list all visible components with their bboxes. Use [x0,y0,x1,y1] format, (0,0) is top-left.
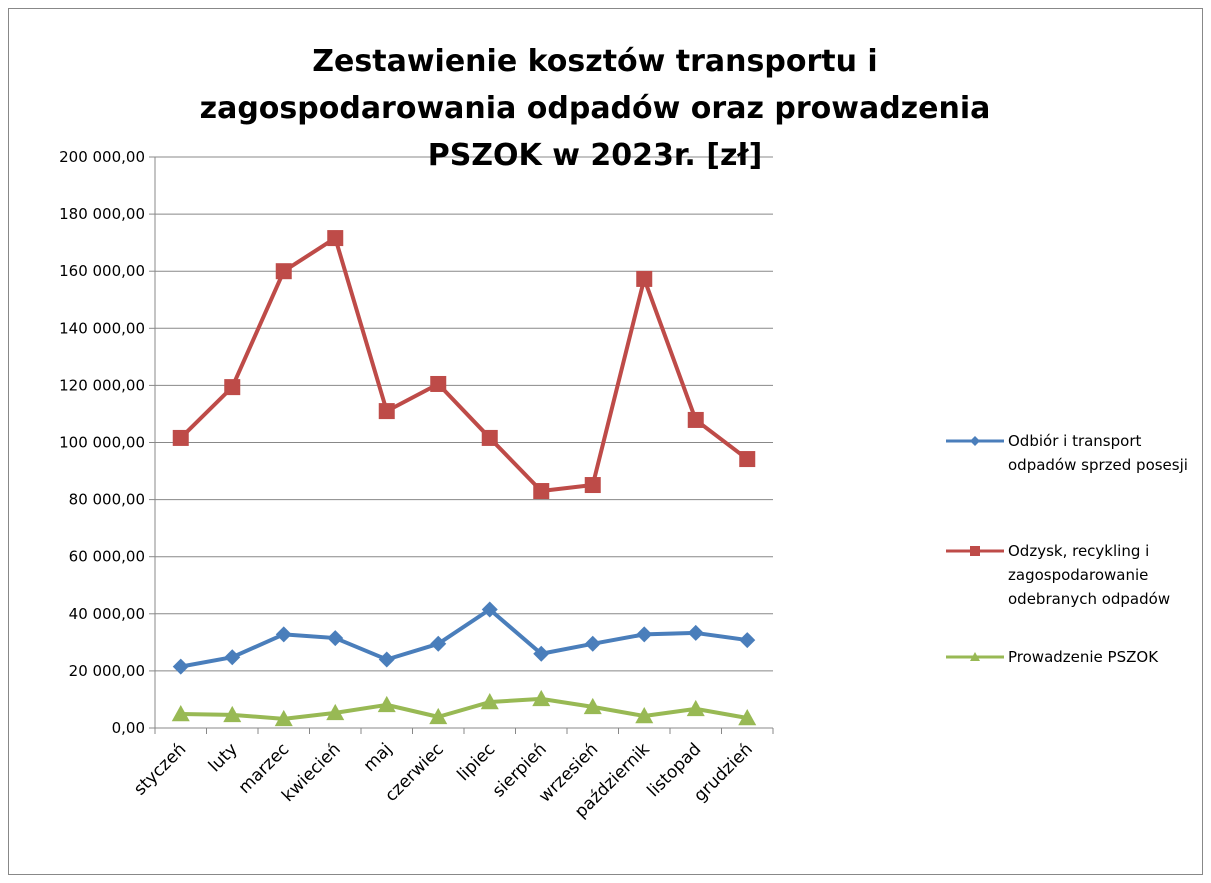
chart-title: Zestawienie kosztów transportu i zagospo… [199,44,991,173]
marker [430,635,447,652]
y-tick-label: 80 000,00 [69,491,145,509]
y-tick-label: 120 000,00 [59,376,145,394]
legend-label: Odzysk, recykling i zagospodarowanie ode… [1008,542,1171,608]
marker [686,699,705,717]
marker [377,695,396,713]
y-tick-label: 180 000,00 [59,205,145,223]
marker [739,632,756,649]
marker [172,658,189,675]
marker [738,709,757,726]
marker [481,601,498,618]
marker [430,375,447,392]
marker [274,709,293,727]
marker [636,270,653,287]
y-tick-label: 160 000,00 [59,262,145,280]
legend-label: Odbiór i transport odpadów sprzed posesj… [1008,432,1188,474]
marker [172,429,189,446]
marker [327,230,344,247]
marker [480,693,499,710]
y-tick-label: 0,00 [112,719,145,737]
marker [378,403,395,420]
marker [970,652,980,661]
marker [584,635,601,652]
marker [378,651,395,668]
y-tick-label: 100 000,00 [59,434,145,452]
marker [171,705,190,722]
marker [970,436,980,446]
marker [533,483,550,500]
y-tick-label: 140 000,00 [59,319,145,337]
marker [327,630,344,647]
marker [533,645,550,662]
y-tick-label: 40 000,00 [69,605,145,623]
y-tick-label: 200 000,00 [59,148,145,166]
marker [687,624,704,641]
marker [275,626,292,643]
marker [636,626,653,643]
series-line [180,696,748,721]
series-line [179,236,749,494]
marker [532,689,551,707]
y-tick-label: 20 000,00 [69,662,145,680]
marker [429,707,448,725]
marker [583,697,602,715]
marker [584,477,601,494]
marker [687,411,704,428]
marker [970,546,980,556]
marker [223,705,242,723]
marker [739,451,756,468]
y-tick-label: 60 000,00 [69,548,145,566]
marker [275,263,292,280]
marker [326,703,345,721]
marker [224,379,241,396]
marker [224,649,241,666]
legend-label: Prowadzenie PSZOK [1008,648,1159,666]
series-line [180,607,748,669]
marker [635,707,654,724]
marker [481,429,498,446]
